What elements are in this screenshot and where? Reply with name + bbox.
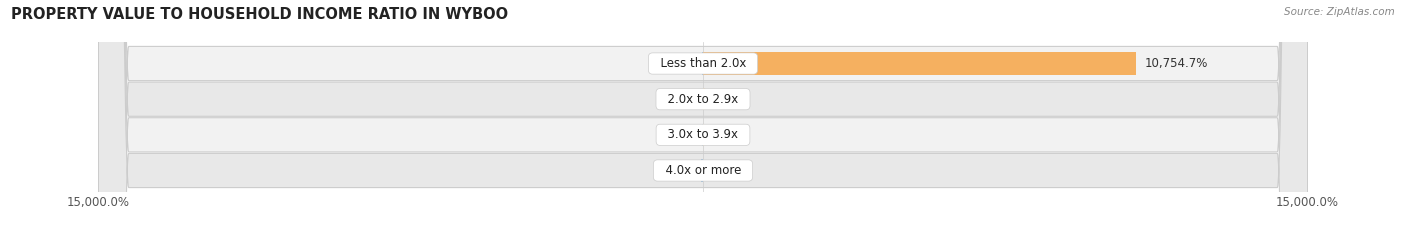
Text: 48.2%: 48.2% [655, 164, 693, 177]
Text: 42.2%: 42.2% [713, 93, 751, 106]
FancyBboxPatch shape [98, 0, 1308, 234]
Bar [702, 159, 703, 182]
Text: 3.0x to 3.9x: 3.0x to 3.9x [661, 128, 745, 141]
Text: 2.0x to 2.9x: 2.0x to 2.9x [661, 93, 745, 106]
FancyBboxPatch shape [98, 0, 1308, 234]
Text: PROPERTY VALUE TO HOUSEHOLD INCOME RATIO IN WYBOO: PROPERTY VALUE TO HOUSEHOLD INCOME RATIO… [11, 7, 509, 22]
Text: 17.0%: 17.0% [657, 128, 695, 141]
Text: 10.2%: 10.2% [657, 93, 695, 106]
FancyBboxPatch shape [98, 0, 1308, 234]
Text: 4.0x or more: 4.0x or more [658, 164, 748, 177]
FancyBboxPatch shape [98, 0, 1308, 234]
Text: Source: ZipAtlas.com: Source: ZipAtlas.com [1284, 7, 1395, 17]
Text: 10,754.7%: 10,754.7% [1144, 57, 1208, 70]
Bar [703, 52, 1136, 75]
Text: 16.5%: 16.5% [711, 128, 749, 141]
Text: Less than 2.0x: Less than 2.0x [652, 57, 754, 70]
Text: 24.6%: 24.6% [657, 57, 695, 70]
Bar [703, 88, 704, 110]
Text: 5.7%: 5.7% [711, 164, 741, 177]
